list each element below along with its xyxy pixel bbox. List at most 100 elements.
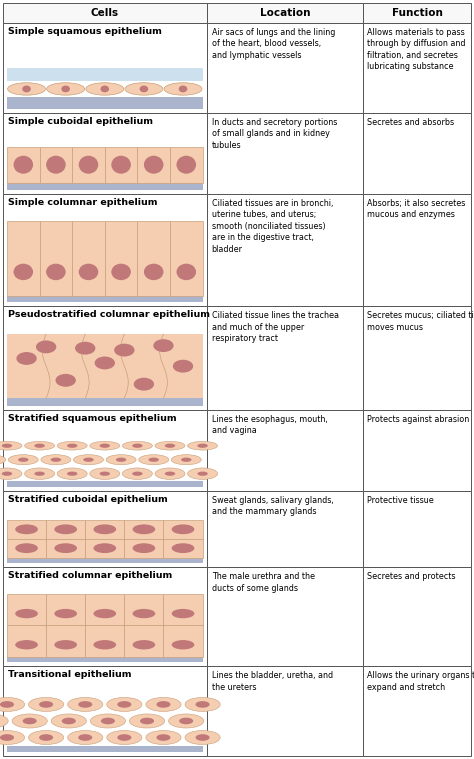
Ellipse shape — [55, 640, 77, 650]
Ellipse shape — [14, 263, 33, 280]
Bar — [3, 490, 207, 567]
Ellipse shape — [107, 698, 142, 711]
Ellipse shape — [46, 263, 66, 280]
Ellipse shape — [0, 468, 22, 480]
Bar — [7, 625, 46, 657]
Ellipse shape — [2, 471, 12, 476]
Ellipse shape — [0, 698, 25, 711]
Ellipse shape — [35, 443, 45, 448]
Ellipse shape — [107, 730, 142, 745]
Ellipse shape — [111, 263, 131, 280]
Ellipse shape — [51, 714, 86, 728]
Ellipse shape — [93, 543, 116, 553]
Bar — [3, 23, 207, 113]
Ellipse shape — [133, 543, 155, 553]
Ellipse shape — [57, 442, 87, 450]
Ellipse shape — [144, 156, 164, 174]
Bar — [124, 539, 164, 558]
Ellipse shape — [18, 458, 28, 461]
Bar — [85, 539, 124, 558]
Ellipse shape — [140, 86, 148, 93]
Text: Cells: Cells — [91, 8, 119, 18]
Bar — [7, 539, 46, 558]
Bar — [364, 666, 471, 756]
Ellipse shape — [86, 83, 124, 95]
Bar — [164, 594, 202, 625]
Ellipse shape — [46, 156, 66, 174]
Ellipse shape — [122, 442, 152, 450]
Text: Ciliated tissue lines the trachea
and much of the upper
respiratory tract: Ciliated tissue lines the trachea and mu… — [211, 311, 338, 343]
Ellipse shape — [0, 714, 8, 728]
Bar — [364, 113, 471, 194]
Ellipse shape — [185, 730, 220, 745]
Bar — [85, 625, 124, 657]
Ellipse shape — [117, 734, 131, 741]
Text: Allows the urinary organs to
expand and stretch: Allows the urinary organs to expand and … — [367, 671, 474, 691]
Ellipse shape — [91, 714, 126, 728]
Text: Secretes and absorbs: Secretes and absorbs — [367, 118, 455, 127]
Ellipse shape — [129, 714, 164, 728]
Ellipse shape — [133, 609, 155, 619]
Ellipse shape — [79, 156, 98, 174]
Ellipse shape — [101, 718, 115, 724]
Ellipse shape — [79, 263, 98, 280]
Bar — [364, 490, 471, 567]
Ellipse shape — [185, 698, 220, 711]
Text: Stratified columnar epithelium: Stratified columnar epithelium — [8, 571, 172, 580]
Ellipse shape — [155, 468, 185, 480]
Text: Allows materials to pass
through by diffusion and
filtration, and secretes
lubri: Allows materials to pass through by diff… — [367, 28, 466, 71]
Bar — [207, 23, 364, 113]
Bar — [7, 480, 202, 487]
Ellipse shape — [176, 263, 196, 280]
Ellipse shape — [172, 543, 194, 553]
Ellipse shape — [169, 714, 204, 728]
Bar — [164, 520, 202, 539]
Ellipse shape — [165, 471, 175, 476]
Ellipse shape — [179, 718, 193, 724]
Ellipse shape — [83, 458, 94, 461]
Ellipse shape — [100, 86, 109, 93]
Bar — [364, 3, 471, 23]
Ellipse shape — [73, 455, 103, 465]
Text: Location: Location — [260, 8, 310, 18]
Ellipse shape — [125, 83, 163, 95]
Ellipse shape — [106, 455, 136, 465]
Ellipse shape — [100, 471, 110, 476]
Ellipse shape — [15, 524, 38, 534]
Bar — [105, 146, 137, 183]
Ellipse shape — [100, 443, 110, 448]
Ellipse shape — [25, 442, 55, 450]
Bar — [7, 594, 46, 625]
Bar — [7, 657, 202, 662]
Ellipse shape — [179, 86, 187, 93]
Ellipse shape — [55, 543, 77, 553]
Bar — [170, 221, 202, 296]
Ellipse shape — [122, 468, 152, 480]
Ellipse shape — [17, 352, 36, 365]
Text: Ciliated tissues are in bronchi,
uterine tubes, and uterus;
smooth (nonciliated : Ciliated tissues are in bronchi, uterine… — [211, 199, 333, 254]
Ellipse shape — [148, 458, 159, 461]
Ellipse shape — [93, 640, 116, 650]
Ellipse shape — [197, 471, 208, 476]
Text: Transitional epithelium: Transitional epithelium — [8, 670, 131, 679]
Bar — [46, 539, 85, 558]
Ellipse shape — [133, 640, 155, 650]
Ellipse shape — [172, 640, 194, 650]
Bar — [3, 113, 207, 194]
Ellipse shape — [156, 701, 171, 707]
Bar — [124, 625, 164, 657]
Ellipse shape — [55, 374, 76, 387]
Ellipse shape — [116, 458, 126, 461]
Bar — [164, 539, 202, 558]
Ellipse shape — [140, 718, 154, 724]
Bar — [124, 520, 164, 539]
Bar — [207, 410, 364, 490]
Ellipse shape — [67, 471, 77, 476]
Ellipse shape — [139, 455, 169, 465]
Text: Secretes mucus; ciliated tissue
moves mucus: Secretes mucus; ciliated tissue moves mu… — [367, 311, 474, 332]
Bar — [164, 625, 202, 657]
Ellipse shape — [176, 156, 196, 174]
Ellipse shape — [188, 468, 218, 480]
Ellipse shape — [15, 543, 38, 553]
Ellipse shape — [0, 701, 14, 707]
